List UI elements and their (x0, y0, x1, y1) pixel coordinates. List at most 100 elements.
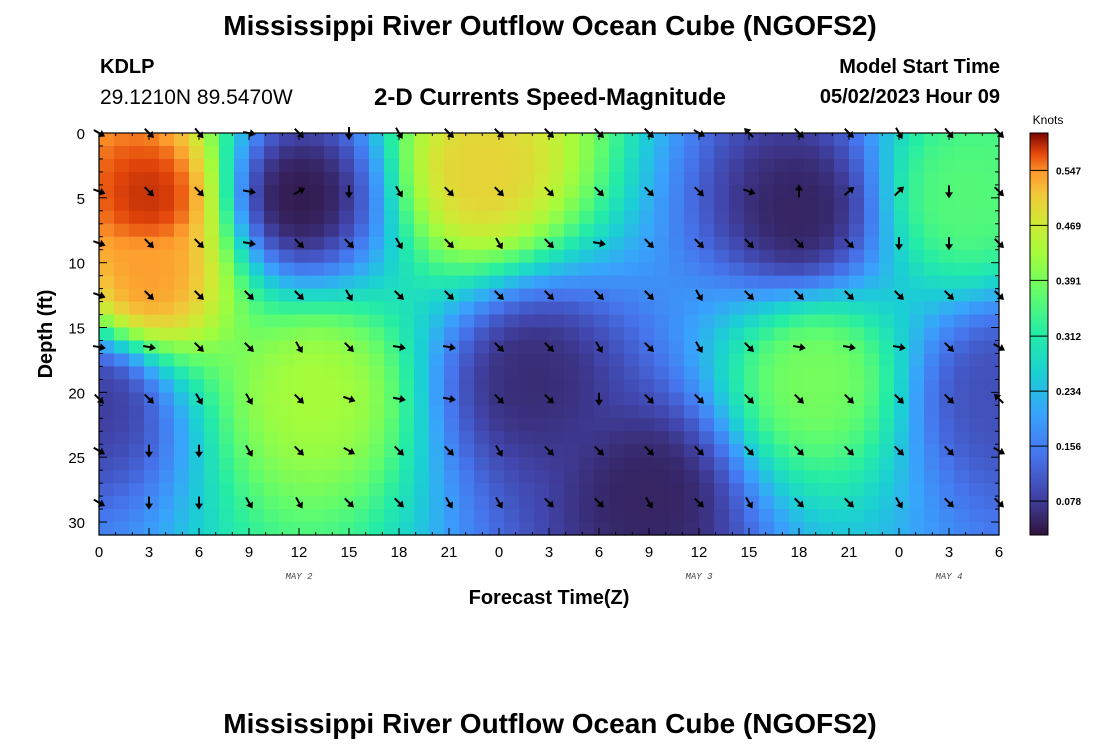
heatmap-cell (969, 522, 985, 536)
heatmap-cell (159, 522, 175, 536)
heatmap-cell (474, 249, 490, 264)
heatmap-cell (954, 522, 970, 536)
current-arrow (695, 289, 703, 302)
heatmap-cell (729, 392, 745, 406)
heatmap-cell (864, 197, 880, 212)
heatmap-cell (654, 483, 670, 497)
heatmap-cell (354, 288, 370, 303)
heatmap-cell (159, 275, 175, 290)
heatmap-cell (729, 431, 745, 445)
heatmap-cell (654, 392, 670, 406)
heatmap-cell (624, 496, 640, 510)
date-label: MAY 3 (685, 572, 713, 582)
heatmap-cell (579, 145, 595, 160)
heatmap-cell (459, 340, 475, 355)
heatmap-cell (879, 314, 895, 329)
heatmap-cell (174, 405, 190, 419)
heatmap-cell (864, 171, 880, 186)
heatmap-cell (459, 379, 475, 393)
heatmap-cell (759, 262, 775, 277)
heatmap-cell (954, 496, 970, 510)
heatmap-cell (399, 366, 415, 380)
heatmap-cell (624, 184, 640, 199)
heatmap-cell (279, 210, 295, 225)
heatmap-cell (354, 210, 370, 225)
heatmap-cell (399, 184, 415, 199)
heatmap-cell (219, 275, 235, 290)
heatmap-cell (459, 431, 475, 445)
heatmap-cell (714, 431, 730, 445)
heatmap-cell (129, 301, 145, 316)
heatmap-cell (699, 327, 715, 342)
heatmap-cell (114, 288, 130, 303)
heatmap-cell (504, 431, 520, 445)
heatmap-cell (444, 431, 460, 445)
heatmap-cell (684, 314, 700, 329)
heatmap-cell (234, 210, 250, 225)
heatmap-cell (564, 509, 580, 523)
heatmap-cell (264, 275, 280, 290)
heatmap-cell (789, 210, 805, 225)
heatmap-cell (879, 431, 895, 445)
heatmap-cell (669, 184, 685, 199)
heatmap-cell (729, 340, 745, 355)
heatmap-cell (489, 301, 505, 316)
current-arrows (92, 127, 1006, 510)
heatmap-cell (654, 236, 670, 251)
heatmap-cell (444, 366, 460, 380)
heatmap-cell (819, 275, 835, 290)
heatmap-cell (129, 223, 145, 238)
heatmap-cell (654, 379, 670, 393)
heatmap-cell (609, 210, 625, 225)
heatmap-cell (114, 171, 130, 186)
heatmap-cell (189, 210, 205, 225)
heatmap-cell (264, 366, 280, 380)
heatmap-cell (234, 327, 250, 342)
heatmap-cell (564, 133, 580, 147)
heatmap-cell (144, 509, 160, 523)
heatmap-cell (579, 197, 595, 212)
heatmap-cell (279, 275, 295, 290)
heatmap-cell (684, 210, 700, 225)
heatmap-cell (774, 522, 790, 536)
heatmap-cell (99, 353, 115, 368)
heatmap-cell (654, 457, 670, 471)
heatmap-cell (489, 158, 505, 173)
heatmap-cell (669, 431, 685, 445)
heatmap-cell (609, 457, 625, 471)
heatmap-cell (924, 184, 940, 199)
heatmap-cell (414, 366, 430, 380)
heatmap-cell (429, 210, 445, 225)
heatmap-cell (159, 145, 175, 160)
heatmap-cell (939, 184, 955, 199)
heatmap-cell (564, 444, 580, 458)
heatmap-cell (339, 210, 355, 225)
heatmap-cell (834, 314, 850, 329)
heatmap-cell (834, 457, 850, 471)
heatmap-cell (564, 301, 580, 316)
heatmap-cell (399, 197, 415, 212)
current-arrow (744, 290, 754, 301)
heatmap-cell (294, 223, 310, 238)
heatmap-cell (789, 522, 805, 536)
heatmap-cell (339, 262, 355, 277)
heatmap-cell (789, 197, 805, 212)
heatmap-cell (789, 379, 805, 393)
heatmap-cell (264, 379, 280, 393)
heatmap-cell (294, 405, 310, 419)
heatmap-cell (189, 262, 205, 277)
heatmap-cell (654, 366, 670, 380)
heatmap-cell (279, 353, 295, 368)
heatmap-cell (309, 366, 325, 380)
heatmap-cell (459, 249, 475, 264)
heatmap-cell (354, 509, 370, 523)
heatmap-cell (864, 223, 880, 238)
heatmap-cell (714, 444, 730, 458)
heatmap-cell (144, 353, 160, 368)
heatmap-cell (324, 133, 340, 147)
heatmap-cell (954, 418, 970, 432)
heatmap-cell (954, 366, 970, 380)
heatmap-cell (699, 262, 715, 277)
y-tick-label: 25 (68, 450, 85, 467)
heatmap-cell (294, 301, 310, 316)
